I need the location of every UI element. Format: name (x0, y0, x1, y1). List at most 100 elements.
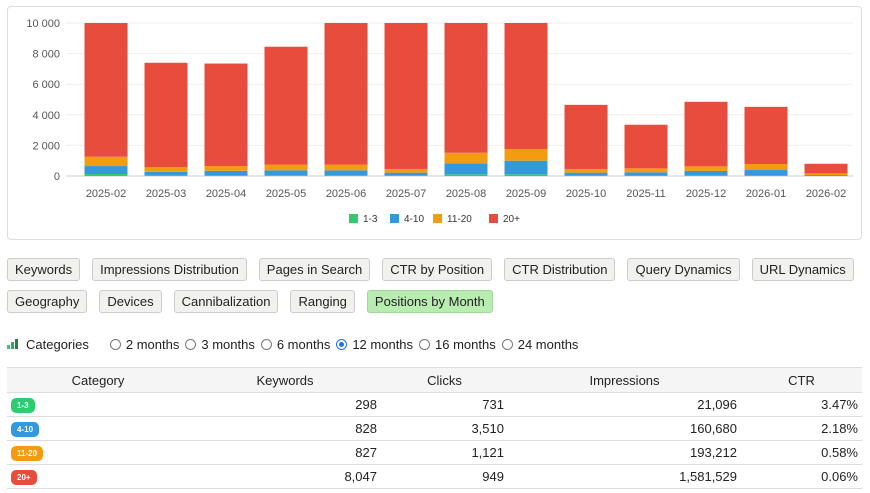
bar-segment-11-20[interactable] (564, 168, 608, 173)
bar-segment-4-10[interactable] (804, 175, 848, 176)
bar-segment-11-20[interactable] (444, 152, 488, 164)
bar-segment-20+[interactable] (744, 106, 788, 165)
bar-segment-20+[interactable] (204, 63, 248, 167)
radio-button[interactable] (501, 338, 513, 350)
legend-label[interactable]: 1-3 (363, 214, 378, 225)
tab-positions-by-month[interactable]: Positions by Month (366, 290, 493, 313)
period-options: Categories 2 months 3 months 6 months 12 mo… (7, 335, 584, 353)
bar-segment-4-10[interactable] (504, 160, 548, 175)
tab-pages-in-search[interactable]: Pages in Search (258, 258, 371, 281)
bar-segment-20+[interactable] (684, 101, 728, 167)
bar-segment-1-3[interactable] (144, 175, 188, 176)
bar-segment-1-3[interactable] (564, 175, 608, 176)
bar-segment-11-20[interactable] (804, 173, 848, 176)
radio-12-months[interactable]: 12 months (336, 337, 413, 352)
cell-clicks: 731 (381, 392, 508, 417)
bar-segment-4-10[interactable] (744, 170, 788, 176)
bar-segment-20+[interactable] (804, 163, 848, 174)
y-tick-label: 4 000 (32, 110, 60, 122)
bar-segment-11-20[interactable] (204, 166, 248, 171)
bar-segment-11-20[interactable] (744, 164, 788, 171)
cell-category: 1-3 (7, 392, 189, 417)
categories-table: Category Keywords Clicks Impressions CTR… (7, 367, 862, 489)
cell-category: 4-10 (7, 416, 189, 441)
bar-segment-4-10[interactable] (204, 170, 248, 176)
legend-label[interactable]: 20+ (503, 214, 520, 225)
bar-segment-11-20[interactable] (144, 167, 188, 172)
chart-panel: 0 2 000 4 000 6 000 8 000 10 000 2025-02 2025-0… (7, 6, 862, 240)
bar-segment-20+[interactable] (564, 104, 608, 169)
bar-segment-1-3[interactable] (204, 175, 248, 176)
tab-keywords[interactable]: Keywords (7, 258, 81, 281)
bar-segment-20+[interactable] (84, 23, 128, 157)
bar-segment-4-10[interactable] (384, 172, 428, 176)
bar-segment-20+[interactable] (444, 23, 488, 153)
radio-16-months[interactable]: 16 months (419, 337, 496, 352)
bar-segment-1-3[interactable] (684, 175, 728, 176)
bar-segment-1-3[interactable] (84, 174, 128, 176)
bar-segment-4-10[interactable] (264, 170, 308, 176)
cell-category: 11-20 (7, 440, 189, 465)
tab-ranging[interactable]: Ranging (290, 290, 355, 313)
bar-segment-20+[interactable] (264, 46, 308, 165)
bar-segment-11-20[interactable] (324, 164, 368, 171)
x-tick-label: 2025-02 (86, 188, 126, 200)
header-impressions: Impressions (508, 367, 741, 393)
radio-button[interactable] (185, 338, 197, 350)
x-tick-label: 2025-08 (446, 188, 486, 200)
cell-impressions: 193,212 (508, 440, 741, 465)
bar-segment-11-20[interactable] (84, 156, 128, 167)
x-tick-label: 2026-02 (806, 188, 846, 200)
radio-3-months[interactable]: 3 months (185, 337, 255, 352)
bar-segment-1-3[interactable] (504, 174, 548, 176)
radio-button[interactable] (336, 338, 348, 350)
bar-segment-4-10[interactable] (444, 163, 488, 175)
bar-segment-11-20[interactable] (264, 164, 308, 171)
tab-query-dynamics[interactable]: Query Dynamics (627, 258, 740, 281)
bar-segment-11-20[interactable] (624, 168, 668, 173)
tab-ctr-by-position[interactable]: CTR by Position (382, 258, 493, 281)
radio-button[interactable] (109, 338, 121, 350)
bar-segment-1-3[interactable] (624, 175, 668, 176)
tab-ctr-distribution[interactable]: CTR Distribution (504, 258, 616, 281)
bar-segment-11-20[interactable] (384, 168, 428, 173)
radio-button[interactable] (260, 338, 272, 350)
bar-segment-1-3[interactable] (744, 175, 788, 176)
x-tick-label: 2025-10 (566, 188, 606, 200)
bar-segment-4-10[interactable] (624, 172, 668, 176)
bar-segment-20+[interactable] (324, 23, 368, 165)
radio-button[interactable] (419, 338, 431, 350)
bar-segment-4-10[interactable] (564, 172, 608, 176)
bar-segment-1-3[interactable] (384, 175, 428, 176)
legend-label[interactable]: 11-20 (447, 214, 472, 225)
bar-segment-4-10[interactable] (84, 166, 128, 175)
tab-geography[interactable]: Geography (7, 290, 88, 313)
legend-label[interactable]: 4-10 (404, 214, 424, 225)
bar-segment-4-10[interactable] (324, 170, 368, 176)
bar-segment-20+[interactable] (504, 23, 548, 150)
tab-url-dynamics[interactable]: URL Dynamics (751, 258, 854, 281)
bar-segment-20+[interactable] (144, 62, 188, 168)
tab-cannibalization[interactable]: Cannibalization (173, 290, 279, 313)
tabs-row-1: Keywords Impressions Distribution Pages in… (7, 258, 866, 281)
bar-segment-4-10[interactable] (684, 170, 728, 176)
radio-label: 12 months (352, 336, 414, 352)
x-tick-label: 2026-01 (746, 188, 786, 200)
bar-segment-11-20[interactable] (684, 166, 728, 171)
bar-segment-1-3[interactable] (324, 175, 368, 176)
bar-segment-4-10[interactable] (144, 171, 188, 176)
radio-2-months[interactable]: 2 months (109, 337, 179, 352)
bar-segment-20+[interactable] (384, 23, 428, 169)
header-clicks: Clicks (381, 367, 508, 393)
bar-segment-1-3[interactable] (264, 175, 308, 176)
radio-6-months[interactable]: 6 months (260, 337, 330, 352)
tab-impressions-distribution[interactable]: Impressions Distribution (92, 258, 247, 281)
bar-segment-1-3[interactable] (444, 174, 488, 176)
tab-devices[interactable]: Devices (99, 290, 162, 313)
bar-segment-20+[interactable] (624, 124, 668, 169)
bar-segment-11-20[interactable] (504, 149, 548, 161)
category-badge: 1-3 (11, 398, 35, 413)
header-category: Category (7, 367, 189, 393)
radio-24-months[interactable]: 24 months (501, 337, 578, 352)
cell-impressions: 160,680 (508, 416, 741, 441)
